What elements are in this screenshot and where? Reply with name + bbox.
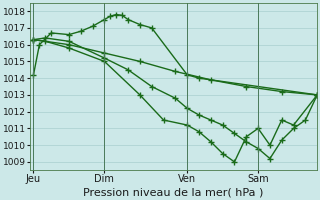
X-axis label: Pression niveau de la mer( hPa ): Pression niveau de la mer( hPa )	[84, 187, 264, 197]
